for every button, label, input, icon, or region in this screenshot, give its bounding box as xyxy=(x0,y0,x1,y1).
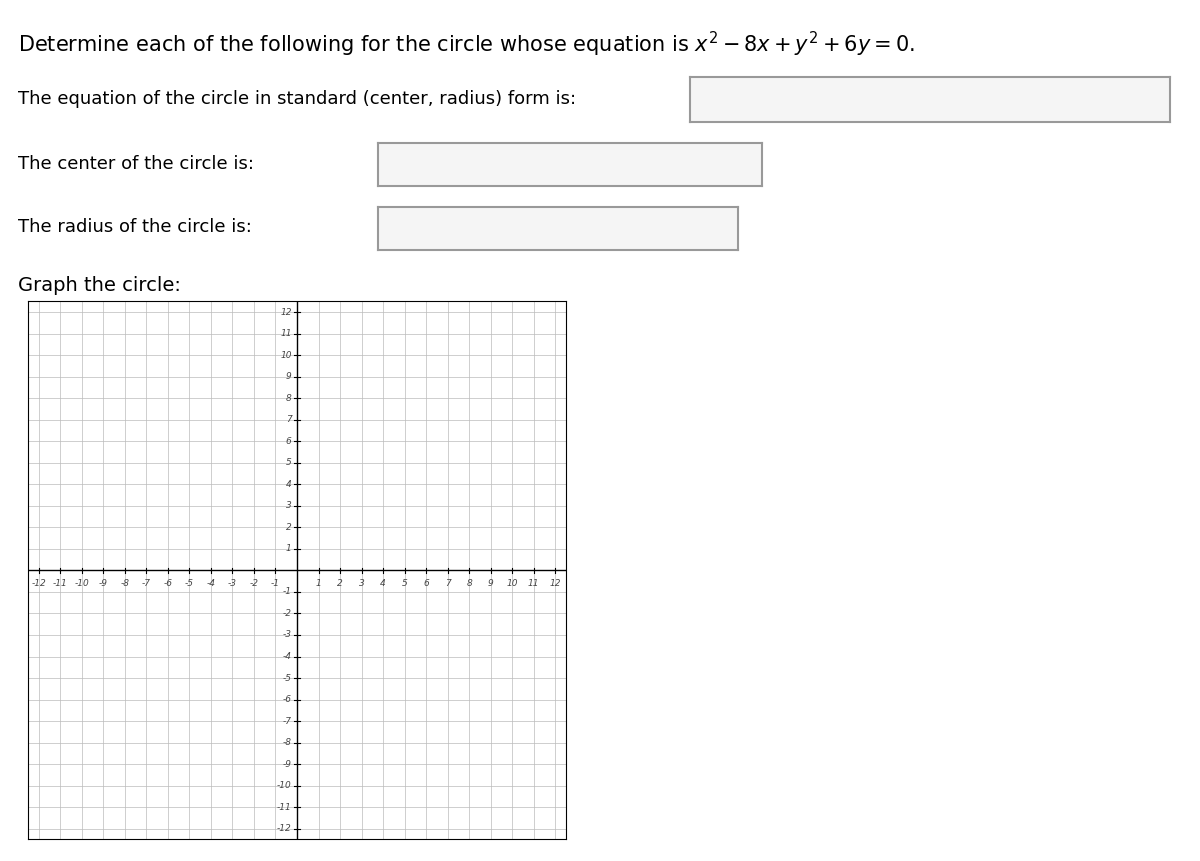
Text: 7: 7 xyxy=(286,415,292,424)
Text: -9: -9 xyxy=(98,579,108,587)
Text: 10: 10 xyxy=(506,579,518,587)
Text: -4: -4 xyxy=(206,579,216,587)
Text: -1: -1 xyxy=(271,579,280,587)
Text: -6: -6 xyxy=(283,695,292,704)
Text: -10: -10 xyxy=(74,579,89,587)
Text: Graph the circle:: Graph the circle: xyxy=(18,276,181,295)
Text: The equation of the circle in standard (center, radius) form is:: The equation of the circle in standard (… xyxy=(18,90,576,108)
Text: 11: 11 xyxy=(280,329,292,338)
Text: -5: -5 xyxy=(283,673,292,683)
Text: 12: 12 xyxy=(280,307,292,317)
Text: -11: -11 xyxy=(277,802,292,812)
Text: -2: -2 xyxy=(283,609,292,618)
Text: -10: -10 xyxy=(277,781,292,790)
Text: -12: -12 xyxy=(31,579,46,587)
Text: -9: -9 xyxy=(283,759,292,769)
Text: -8: -8 xyxy=(283,738,292,747)
Text: 5: 5 xyxy=(402,579,408,587)
Text: 4: 4 xyxy=(380,579,386,587)
Text: 7: 7 xyxy=(445,579,450,587)
Text: 9: 9 xyxy=(286,372,292,381)
Text: 10: 10 xyxy=(280,350,292,360)
Text: -6: -6 xyxy=(163,579,173,587)
Text: -7: -7 xyxy=(283,716,292,726)
Text: -12: -12 xyxy=(277,824,292,833)
Text: 3: 3 xyxy=(359,579,365,587)
Text: -5: -5 xyxy=(185,579,194,587)
Text: -3: -3 xyxy=(228,579,236,587)
Text: -4: -4 xyxy=(283,652,292,661)
Text: -8: -8 xyxy=(120,579,130,587)
Text: -3: -3 xyxy=(283,630,292,640)
Text: 3: 3 xyxy=(286,501,292,511)
Text: -7: -7 xyxy=(142,579,151,587)
Text: 12: 12 xyxy=(550,579,562,587)
Text: -11: -11 xyxy=(53,579,67,587)
Text: 8: 8 xyxy=(467,579,472,587)
Text: -2: -2 xyxy=(250,579,258,587)
Text: -1: -1 xyxy=(283,587,292,597)
Text: 4: 4 xyxy=(286,480,292,489)
Text: 6: 6 xyxy=(286,437,292,446)
Text: 9: 9 xyxy=(488,579,493,587)
Text: 2: 2 xyxy=(337,579,343,587)
Text: The center of the circle is:: The center of the circle is: xyxy=(18,155,254,172)
Text: Determine each of the following for the circle whose equation is $x^2 - 8x + y^2: Determine each of the following for the … xyxy=(18,30,914,59)
Text: 6: 6 xyxy=(424,579,430,587)
Text: 1: 1 xyxy=(316,579,322,587)
Text: 8: 8 xyxy=(286,393,292,403)
Text: 1: 1 xyxy=(286,544,292,554)
Text: The radius of the circle is:: The radius of the circle is: xyxy=(18,219,252,236)
Text: 5: 5 xyxy=(286,458,292,468)
Text: 2: 2 xyxy=(286,523,292,532)
Text: 11: 11 xyxy=(528,579,540,587)
